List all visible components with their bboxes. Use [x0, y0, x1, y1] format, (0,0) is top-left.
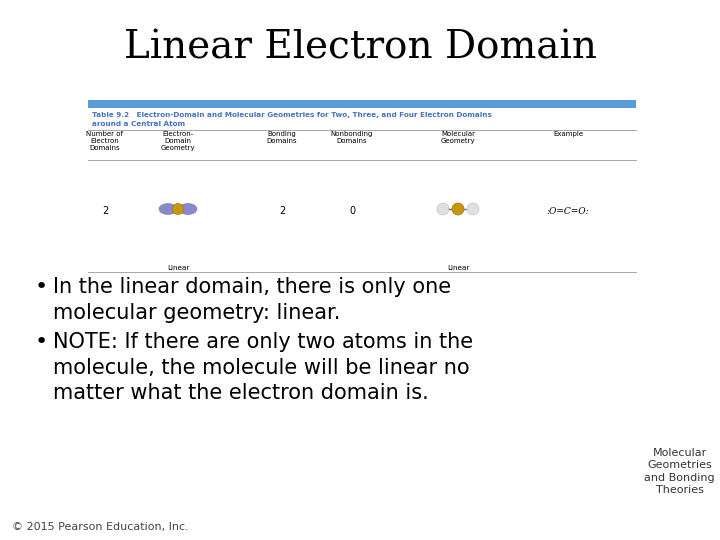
Text: In the linear domain, there is only one
molecular geometry: linear.: In the linear domain, there is only one …: [53, 277, 451, 322]
Text: Molecular
Geometry: Molecular Geometry: [441, 131, 475, 144]
Text: Linear: Linear: [447, 265, 469, 271]
FancyBboxPatch shape: [88, 100, 636, 108]
Circle shape: [467, 203, 479, 215]
Ellipse shape: [159, 204, 177, 214]
Text: Nonbonding
Domains: Nonbonding Domains: [330, 131, 373, 144]
Text: 0: 0: [349, 206, 355, 216]
Text: Table 9.2   Electron-Domain and Molecular Geometries for Two, Three, and Four El: Table 9.2 Electron-Domain and Molecular …: [92, 112, 492, 118]
Text: 2: 2: [279, 206, 285, 216]
Circle shape: [452, 203, 464, 215]
Circle shape: [437, 203, 449, 215]
Text: Electron-
Domain
Geometry: Electron- Domain Geometry: [161, 131, 195, 151]
Text: © 2015 Pearson Education, Inc.: © 2015 Pearson Education, Inc.: [12, 522, 189, 532]
Text: Number of
Electron
Domains: Number of Electron Domains: [86, 131, 124, 151]
Text: Example: Example: [553, 131, 583, 137]
Text: Linear: Linear: [167, 265, 189, 271]
Text: Linear Electron Domain: Linear Electron Domain: [124, 30, 596, 66]
Text: NOTE: If there are only two atoms in the
molecule, the molecule will be linear n: NOTE: If there are only two atoms in the…: [53, 332, 473, 403]
Text: around a Central Atom: around a Central Atom: [92, 121, 185, 127]
Text: •: •: [35, 332, 48, 352]
Text: Molecular
Geometries
and Bonding
Theories: Molecular Geometries and Bonding Theorie…: [644, 448, 715, 495]
Text: Bonding
Domains: Bonding Domains: [266, 131, 297, 144]
Ellipse shape: [179, 204, 197, 214]
Text: 2: 2: [102, 206, 108, 216]
Circle shape: [173, 204, 184, 214]
Text: :O=C=O:: :O=C=O:: [546, 206, 589, 215]
Text: •: •: [35, 277, 48, 297]
